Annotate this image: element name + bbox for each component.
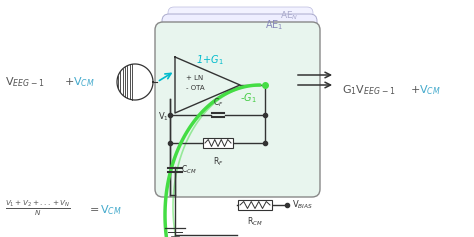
Text: V$_{EEG-1}$: V$_{EEG-1}$ [5,75,45,89]
FancyBboxPatch shape [162,14,317,192]
Text: AE$_1$: AE$_1$ [265,18,283,32]
Text: +: + [65,77,74,87]
FancyBboxPatch shape [155,22,320,197]
Text: $\frac{V_1+V_2+...+V_N}{N}$: $\frac{V_1+V_2+...+V_N}{N}$ [5,198,71,218]
Text: R$_{CM}$: R$_{CM}$ [247,216,263,228]
Text: + LN: + LN [186,75,203,81]
Text: =: = [90,205,100,215]
Text: R$_F$: R$_F$ [213,155,223,168]
Text: C$_F$: C$_F$ [213,96,223,109]
Text: AE$_N$: AE$_N$ [280,9,299,22]
Text: V$_{CM}$: V$_{CM}$ [100,203,122,217]
Text: +: + [411,85,420,95]
Text: G$_1$V$_{EEG-1}$: G$_1$V$_{EEG-1}$ [342,83,395,97]
FancyBboxPatch shape [238,200,272,210]
Text: V$_{CM}$: V$_{CM}$ [73,75,95,89]
FancyBboxPatch shape [168,7,313,188]
Text: C$_{CM}$: C$_{CM}$ [181,164,197,176]
Text: V$_{CM}$: V$_{CM}$ [419,83,441,97]
Text: - OTA: - OTA [186,85,205,91]
Text: V$_{BIAS}$: V$_{BIAS}$ [292,199,313,211]
Text: 1+G$_1$: 1+G$_1$ [196,53,224,67]
Text: -G$_1$: -G$_1$ [240,91,257,105]
Text: V$_1$: V$_1$ [158,110,169,123]
FancyBboxPatch shape [203,138,233,148]
